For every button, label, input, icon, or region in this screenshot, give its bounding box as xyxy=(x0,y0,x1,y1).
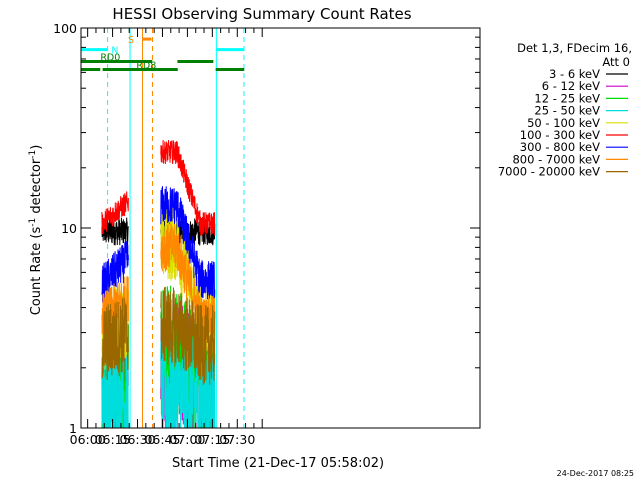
y-axis-label-mid: detector xyxy=(29,158,44,218)
x-tick-label-3: 06:45 xyxy=(144,432,180,447)
x-tick-label-0: 06:00 xyxy=(70,432,106,447)
x-tick-label-1: 06:15 xyxy=(95,432,131,447)
legend-label-4: 50 - 100 keV xyxy=(527,116,600,130)
legend-label-8: 7000 - 20000 keV xyxy=(498,165,600,179)
flag-label-3: RD8 xyxy=(136,61,156,72)
plot-frame xyxy=(80,27,481,429)
x-tick-label-4: 07:00 xyxy=(169,432,205,447)
y-tick-label-0: 1 xyxy=(69,421,77,436)
series-line-3 xyxy=(101,332,216,429)
x-tick-label-2: 06:30 xyxy=(120,432,156,447)
legend-label-2: 12 - 25 keV xyxy=(534,91,600,105)
y-axis-label-sup2: -1 xyxy=(28,150,38,159)
series-line-5 xyxy=(101,139,216,236)
timestamp: 24-Dec-2017 08:25 xyxy=(557,469,634,478)
plot-area: NS RD0 RD8 xyxy=(81,28,245,429)
legend-header-line1: Det 1,3, FDecim 16, xyxy=(517,41,632,55)
flag-label-1: S xyxy=(128,35,134,46)
legend-label-3: 25 - 50 keV xyxy=(534,104,600,118)
legend-label-1: 6 - 12 keV xyxy=(542,79,600,93)
legend-header-line2: Att 0 xyxy=(602,55,630,69)
y-tick-label-1: 10 xyxy=(61,221,77,236)
legend-label-6: 300 - 800 keV xyxy=(520,140,600,154)
x-axis-label: Start Time (21-Dec-17 05:58:02) xyxy=(172,456,384,471)
flag-label-2: RD0 xyxy=(100,52,120,63)
y-axis-label-main: Count Rate (s xyxy=(29,227,44,316)
y-axis-label-sup1: -1 xyxy=(28,218,38,227)
series-line-6 xyxy=(101,186,216,303)
series-line-8 xyxy=(101,287,216,385)
flag-label-0: N xyxy=(111,46,118,57)
x-tick-label-6: 07:30 xyxy=(219,432,255,447)
y-axis-label: Count Rate (s-1 detector-1) xyxy=(28,145,44,316)
y-axis-label-end: ) xyxy=(29,145,44,150)
chart-title: HESSI Observing Summary Count Rates xyxy=(112,5,411,23)
legend-label-0: 3 - 6 keV xyxy=(549,67,600,81)
y-tick-label-2: 100 xyxy=(53,21,77,36)
x-tick-label-5: 07:15 xyxy=(194,432,230,447)
legend-label-7: 800 - 7000 keV xyxy=(512,152,600,166)
legend-label-5: 100 - 300 keV xyxy=(520,128,600,142)
